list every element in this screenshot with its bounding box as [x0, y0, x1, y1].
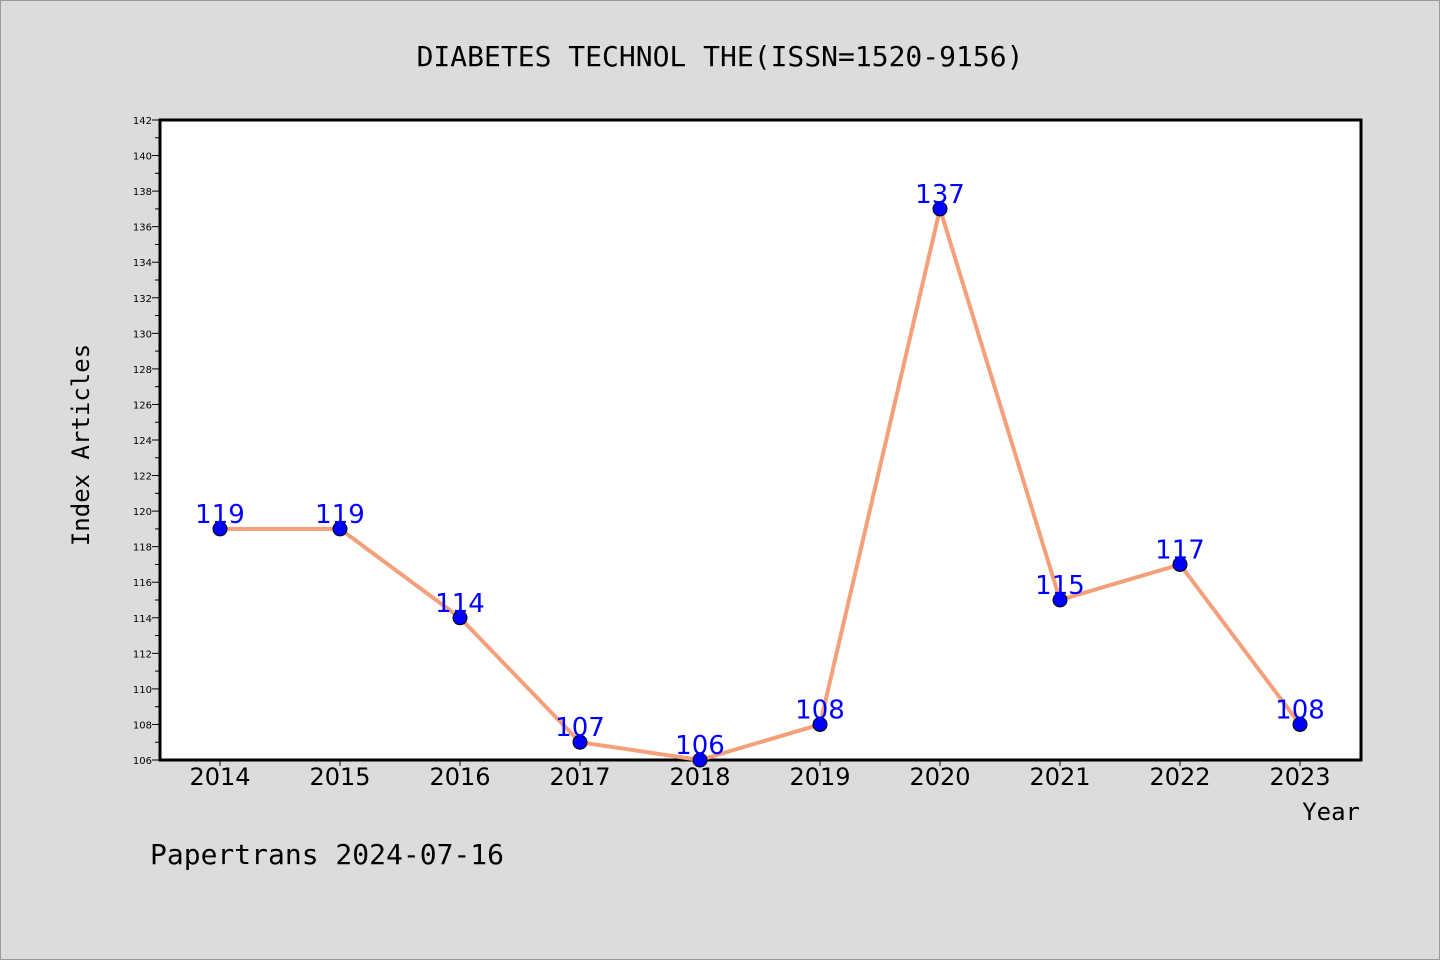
data-point: [1292, 716, 1308, 732]
x-tick-label: 2017: [549, 763, 610, 791]
y-tick-label: 140: [133, 152, 152, 163]
y-axis: 106 108 110 112 114 116 118 120 122 124 126 128 130 1…: [133, 116, 160, 767]
data-label: 106: [675, 731, 725, 761]
data-point: [1052, 592, 1068, 608]
y-tick-label: 110: [133, 685, 152, 696]
y-tick-label: 106: [133, 756, 152, 767]
data-point: [1172, 556, 1188, 572]
y-tick-label: 130: [133, 329, 152, 340]
x-tick-label: 2015: [309, 763, 370, 791]
data-point: [812, 716, 828, 732]
y-tick-label: 122: [133, 472, 152, 483]
data-label: 119: [315, 500, 365, 530]
data-label: 108: [1275, 695, 1325, 725]
series-line: [220, 206, 1302, 762]
x-tick-label: 2020: [909, 763, 970, 791]
y-tick-label: 112: [133, 649, 152, 660]
y-tick-label: 142: [133, 116, 152, 127]
plot-area: [158, 118, 1363, 762]
data-label: 107: [555, 713, 605, 743]
y-tick-label: 120: [133, 507, 152, 518]
y-tick-label: 114: [133, 614, 152, 625]
x-tick-label: 2021: [1029, 763, 1090, 791]
data-point: [932, 201, 948, 217]
data-point: [452, 610, 468, 626]
y-tick-label: 118: [133, 543, 152, 554]
data-point: [692, 752, 708, 768]
x-axis-label: Year: [1302, 798, 1360, 826]
data-point: [572, 734, 588, 750]
data-point: [212, 521, 228, 537]
watermark-text: Papertrans 2024-07-16: [150, 838, 504, 871]
x-tick-label: 2016: [429, 763, 490, 791]
y-tick-label: 138: [133, 187, 152, 198]
data-label: 119: [195, 500, 245, 530]
y-axis-label: Index Articles: [67, 344, 95, 546]
data-label: 108: [795, 695, 845, 725]
x-axis: 2014 2015 2016 2017 2018 2019 2020 2021 2022 2023: [189, 760, 1331, 791]
y-tick-label: 126: [133, 400, 152, 411]
y-tick-label: 134: [133, 258, 152, 269]
chart-title: DIABETES TECHNOL THE(ISSN=1520-9156): [417, 40, 1024, 73]
data-label: 117: [1155, 535, 1205, 565]
data-label: 137: [915, 180, 965, 210]
data-label: 114: [435, 589, 485, 619]
x-tick-label: 2022: [1149, 763, 1210, 791]
x-tick-label: 2019: [789, 763, 850, 791]
x-tick-label: 2018: [669, 763, 730, 791]
y-tick-label: 116: [133, 578, 152, 589]
data-point: [332, 521, 348, 537]
data-label: 115: [1035, 571, 1085, 601]
series-layer: 119 119 114 107 106 108 137 115 117 108: [195, 180, 1325, 768]
y-tick-label: 128: [133, 365, 152, 376]
y-tick-label: 108: [133, 720, 152, 731]
x-tick-label: 2014: [189, 763, 250, 791]
x-tick-label: 2023: [1269, 763, 1330, 791]
y-tick-label: 136: [133, 223, 152, 234]
y-tick-label: 132: [133, 294, 152, 305]
y-tick-label: 124: [133, 436, 152, 447]
